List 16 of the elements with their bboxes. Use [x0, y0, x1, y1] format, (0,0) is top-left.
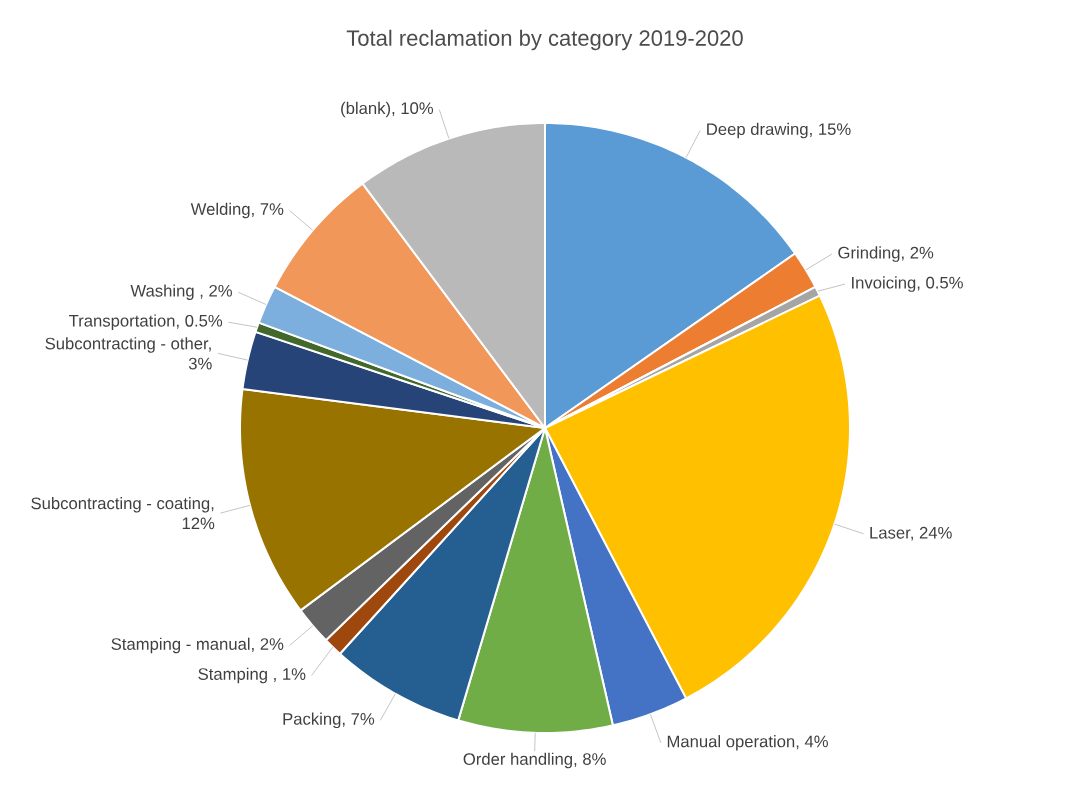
slice-label: Subcontracting - other, 3%	[45, 337, 212, 370]
slice-label: Packing, 7%	[283, 712, 375, 729]
slice-label: Stamping - manual, 2%	[111, 637, 284, 654]
slice-label: Stamping , 1%	[198, 667, 306, 684]
slice-label: Order handling, 8%	[463, 752, 606, 769]
slice-label: Washing , 2%	[130, 284, 232, 300]
slice-label: Subcontracting - coating, 12%	[31, 497, 215, 530]
slice-label: (blank), 10%	[341, 101, 434, 118]
slice-label: Transportation, 0.5%	[69, 314, 223, 330]
slice-label: Welding, 7%	[190, 202, 284, 219]
chart-title: Total reclamation by category 2019-2020	[346, 29, 743, 51]
slice-label: Deep drawing, 15%	[707, 122, 851, 139]
slice-label: Invoicing, 0.5%	[852, 276, 963, 292]
slice-label: Grinding, 2%	[838, 246, 934, 262]
slice-label: Laser, 24%	[870, 526, 952, 541]
slice-label: Manual operation, 4%	[667, 735, 828, 751]
